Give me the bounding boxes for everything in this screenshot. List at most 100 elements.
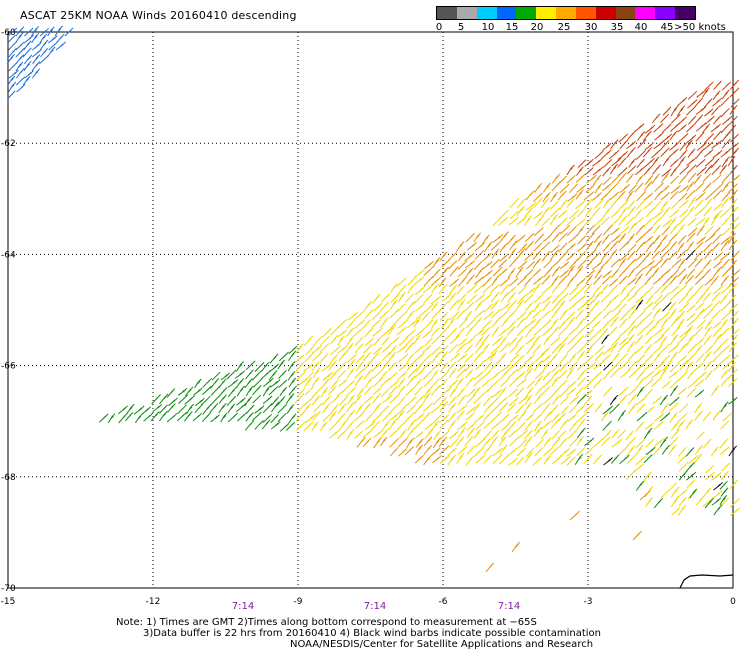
wind-barb xyxy=(209,402,219,414)
wind-barb xyxy=(694,444,704,455)
wind-barb xyxy=(637,139,647,149)
wind-barb xyxy=(710,213,720,225)
wind-barb xyxy=(671,326,681,337)
wind-barb xyxy=(669,208,680,218)
wind-barb xyxy=(381,412,391,422)
wind-barb xyxy=(722,412,733,422)
time-label: 7:14 xyxy=(231,601,255,612)
wind-barb xyxy=(585,295,595,304)
wind-barb xyxy=(713,481,723,491)
wind-barb xyxy=(642,312,653,321)
wind-barb xyxy=(635,370,646,381)
wind-barb xyxy=(431,309,442,320)
wind-barb xyxy=(626,437,636,447)
wind-barb xyxy=(499,342,510,353)
wind-barb xyxy=(602,405,613,415)
time-label: 7:14 xyxy=(497,601,521,612)
wind-barb xyxy=(677,234,687,245)
wind-barb xyxy=(430,295,442,305)
wind-barb xyxy=(312,387,322,398)
wind-barb xyxy=(695,353,705,363)
wind-barb xyxy=(337,335,345,346)
wind-barb xyxy=(525,287,536,296)
wind-barb xyxy=(711,139,723,149)
wind-barb xyxy=(414,345,424,354)
wind-barb xyxy=(721,226,732,236)
wind-barb xyxy=(653,209,664,220)
wind-barb xyxy=(560,285,570,295)
wind-barb xyxy=(704,319,713,330)
legend-swatch xyxy=(556,7,576,19)
wind-barb xyxy=(363,369,373,380)
wind-barb xyxy=(670,175,679,185)
wind-barb xyxy=(312,367,321,378)
wind-barb xyxy=(345,420,355,431)
wind-barb xyxy=(482,353,494,363)
wind-barb xyxy=(373,437,382,449)
wind-barb xyxy=(696,225,705,237)
wind-barb xyxy=(210,378,220,389)
wind-barb xyxy=(491,411,503,422)
wind-barb xyxy=(669,158,679,168)
wind-barb xyxy=(557,412,567,422)
wind-barb xyxy=(422,284,434,294)
wind-barb xyxy=(524,394,533,406)
wind-barb xyxy=(583,454,593,464)
wind-barb xyxy=(611,302,622,313)
wind-barb xyxy=(577,326,586,336)
wind-barb xyxy=(474,276,484,285)
wind-barb xyxy=(218,394,227,404)
wind-barb xyxy=(728,445,737,457)
wind-barb xyxy=(677,387,687,396)
wind-barb xyxy=(568,352,577,364)
wind-barb xyxy=(39,33,48,44)
wind-barb xyxy=(540,346,551,356)
wind-barb xyxy=(526,260,536,270)
wind-barb xyxy=(346,335,355,347)
wind-barb xyxy=(362,352,371,363)
wind-barb xyxy=(668,402,679,412)
wind-barb xyxy=(617,409,627,422)
wind-barb xyxy=(713,333,722,345)
wind-barb xyxy=(710,275,719,286)
wind-barb xyxy=(659,367,669,378)
wind-barb xyxy=(422,353,432,363)
wind-barb xyxy=(15,41,25,51)
wind-barb xyxy=(398,353,409,363)
wind-barb xyxy=(220,372,231,381)
wind-barb xyxy=(184,386,194,397)
wind-barb xyxy=(634,273,643,285)
wind-barb xyxy=(439,311,449,321)
wind-barb xyxy=(568,395,579,405)
wind-barb xyxy=(474,249,485,260)
wind-barb xyxy=(389,319,399,329)
wind-barb xyxy=(585,240,594,251)
wind-barb xyxy=(353,394,362,405)
wind-barb xyxy=(567,380,577,389)
wind-barb xyxy=(560,405,569,415)
wind-barb xyxy=(645,265,654,276)
wind-barb xyxy=(345,380,355,389)
wind-barb xyxy=(406,404,416,414)
wind-barb xyxy=(526,380,536,389)
wind-barb xyxy=(413,294,424,305)
wind-barb xyxy=(489,350,498,361)
wind-barb xyxy=(362,402,372,413)
wind-barb xyxy=(31,68,41,79)
wind-barb xyxy=(696,319,706,330)
wind-barb xyxy=(414,386,423,396)
wind-barb xyxy=(491,429,500,440)
wind-barb xyxy=(422,344,432,353)
wind-barb xyxy=(413,419,424,430)
wind-barb xyxy=(541,309,551,319)
wind-barb xyxy=(669,362,680,373)
wind-barb xyxy=(508,421,517,431)
wind-barb xyxy=(594,403,603,413)
wind-barb xyxy=(719,446,730,456)
wind-barb xyxy=(176,412,187,422)
wind-barb xyxy=(577,235,587,245)
wind-barb xyxy=(407,284,415,294)
wind-barb xyxy=(346,368,355,378)
wind-barb xyxy=(685,139,693,150)
wind-barb xyxy=(574,265,584,277)
